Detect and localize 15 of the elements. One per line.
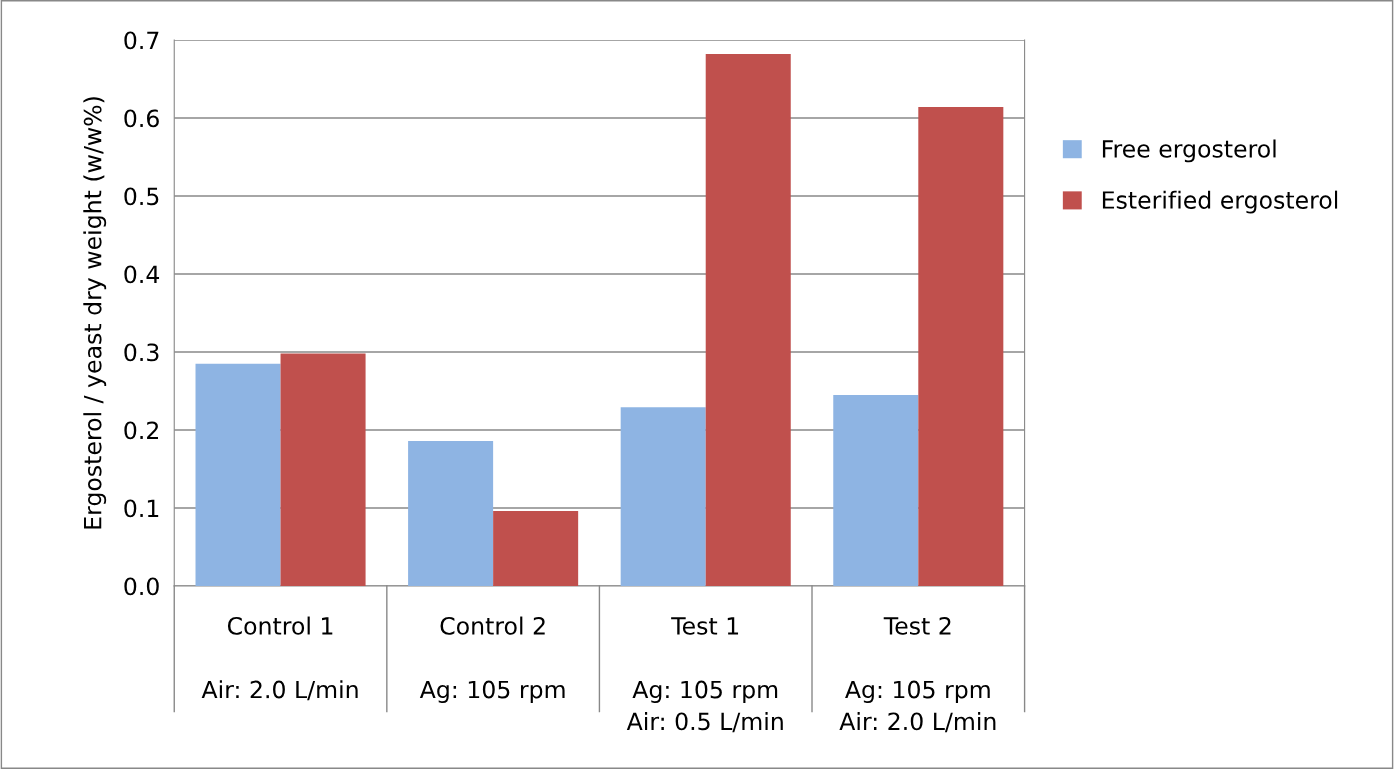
category-label: Test 2 Ag: 105 rpm Air: 2.0 L/min: [839, 616, 996, 733]
y-tick-label: 0.0: [124, 577, 159, 596]
category-label: Control 2 Ag: 105 rpm: [419, 616, 565, 704]
y-tick-label: 0.2: [124, 421, 158, 440]
y-tick-label: 0.1: [124, 499, 159, 518]
category-label: Test 1 Ag: 105 rpm Air: 0.5 L/min: [626, 617, 783, 733]
legend-label: Esterified ergosterol: [1102, 190, 1338, 214]
legend-label: Free ergosterol: [1102, 139, 1276, 163]
y-tick-label: 0.6: [124, 109, 159, 128]
y-tick-label: 0.3: [124, 343, 159, 362]
y-tick-label: 0.5: [124, 187, 159, 206]
y-tick-label: 0.4: [124, 265, 160, 284]
y-tick-label: 0.7: [124, 31, 159, 50]
y-axis-title: Ergosterol / yeast dry weight (w/w%): [83, 97, 107, 529]
category-label: Control 1 Air: 2.0 L/min: [201, 616, 358, 701]
